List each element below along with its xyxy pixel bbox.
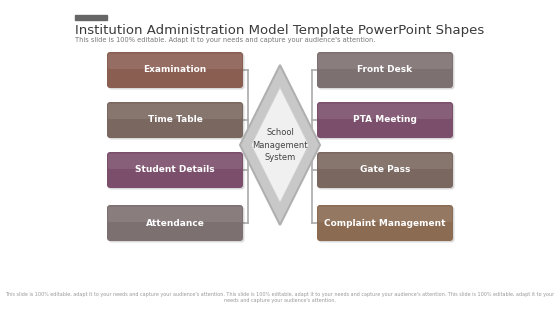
FancyBboxPatch shape: [107, 205, 243, 241]
Text: Institution Administration Model Template PowerPoint Shapes: Institution Administration Model Templat…: [75, 24, 484, 37]
Text: This slide is 100% editable, adapt it to your needs and capture your audience's : This slide is 100% editable, adapt it to…: [6, 292, 554, 303]
FancyBboxPatch shape: [108, 104, 242, 119]
FancyBboxPatch shape: [317, 205, 453, 241]
Text: Attendance: Attendance: [146, 219, 204, 227]
FancyBboxPatch shape: [317, 52, 453, 88]
FancyBboxPatch shape: [109, 104, 245, 140]
FancyBboxPatch shape: [319, 207, 455, 243]
FancyBboxPatch shape: [107, 102, 243, 138]
Text: Front Desk: Front Desk: [357, 66, 413, 75]
Text: Time Table: Time Table: [148, 116, 202, 124]
FancyBboxPatch shape: [318, 207, 452, 222]
Text: Examination: Examination: [143, 66, 207, 75]
FancyBboxPatch shape: [108, 54, 242, 69]
FancyBboxPatch shape: [109, 54, 245, 89]
FancyBboxPatch shape: [108, 154, 242, 169]
Text: Student Details: Student Details: [135, 165, 215, 175]
FancyBboxPatch shape: [317, 102, 453, 138]
Text: This slide is 100% editable. Adapt it to your needs and capture your audience's : This slide is 100% editable. Adapt it to…: [75, 37, 375, 43]
Bar: [75, 15, 107, 20]
FancyBboxPatch shape: [108, 207, 242, 222]
Polygon shape: [240, 65, 320, 225]
FancyBboxPatch shape: [109, 207, 245, 243]
Text: School
Management
System: School Management System: [252, 128, 308, 162]
Polygon shape: [251, 87, 309, 203]
Text: Gate Pass: Gate Pass: [360, 165, 410, 175]
FancyBboxPatch shape: [107, 52, 243, 88]
FancyBboxPatch shape: [318, 54, 452, 69]
Text: Complaint Management: Complaint Management: [324, 219, 446, 227]
FancyBboxPatch shape: [318, 154, 452, 169]
FancyBboxPatch shape: [107, 152, 243, 188]
FancyBboxPatch shape: [318, 104, 452, 119]
FancyBboxPatch shape: [319, 153, 455, 190]
FancyBboxPatch shape: [317, 152, 453, 188]
Text: PTA Meeting: PTA Meeting: [353, 116, 417, 124]
FancyBboxPatch shape: [109, 153, 245, 190]
FancyBboxPatch shape: [319, 104, 455, 140]
FancyBboxPatch shape: [319, 54, 455, 89]
